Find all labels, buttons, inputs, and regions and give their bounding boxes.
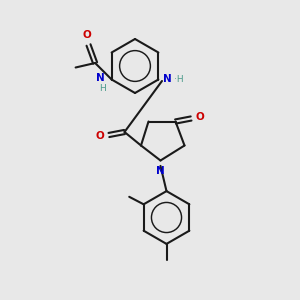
Text: N: N [96,73,105,83]
Text: H: H [99,84,106,93]
Text: N: N [163,74,172,85]
Text: N: N [156,166,165,176]
Text: ·H: ·H [174,75,184,84]
Text: O: O [196,112,204,122]
Text: O: O [82,31,91,40]
Text: O: O [96,131,104,142]
